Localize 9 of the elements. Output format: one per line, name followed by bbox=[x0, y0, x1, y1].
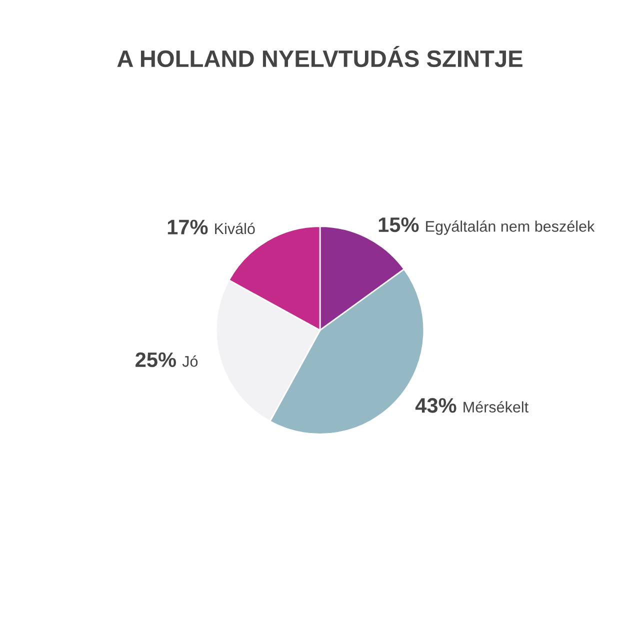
data-label: 17% bbox=[168, 220, 208, 234]
chart-title: A HOLLAND NYELVTUDÁS SZINTJE bbox=[117, 46, 522, 68]
slice-label: Jó bbox=[182, 355, 198, 367]
data-label: 25% bbox=[136, 352, 176, 368]
slice-label: Egyáltalán nem beszélek bbox=[426, 220, 595, 235]
slice-label: Kiváló bbox=[215, 222, 255, 234]
data-label: 15% bbox=[378, 217, 419, 232]
data-label: 43% bbox=[415, 398, 456, 413]
slice-label: Mérsékelt bbox=[464, 401, 528, 413]
